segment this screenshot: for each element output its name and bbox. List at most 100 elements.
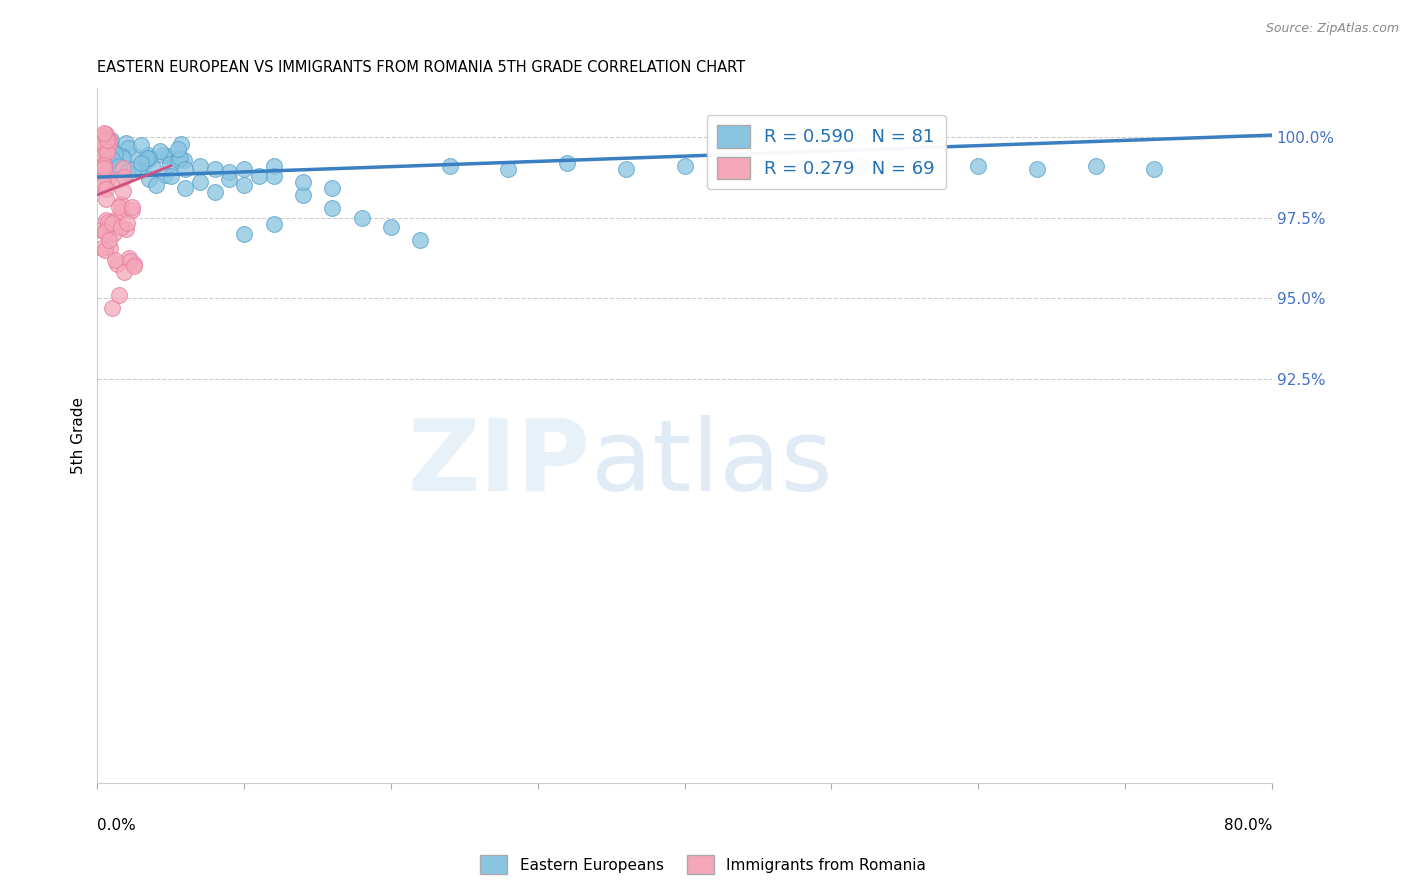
Point <box>148 145 170 159</box>
Text: 0.0%: 0.0% <box>97 818 136 833</box>
Point <box>107 173 129 187</box>
Point <box>145 178 167 193</box>
Point <box>1143 162 1166 177</box>
Point <box>115 221 138 235</box>
Point <box>104 146 127 161</box>
Point <box>159 169 181 183</box>
Point <box>89 153 111 167</box>
Point <box>218 165 240 179</box>
Point <box>118 254 141 268</box>
Point <box>110 197 132 211</box>
Point <box>159 157 181 171</box>
Point <box>117 141 139 155</box>
Point <box>138 171 160 186</box>
Point <box>291 188 314 202</box>
Point <box>115 165 138 179</box>
Point <box>409 233 432 247</box>
Point <box>91 154 114 169</box>
Point <box>98 242 121 256</box>
Point <box>87 176 110 190</box>
Point <box>152 148 174 162</box>
Point <box>321 201 343 215</box>
Point <box>101 216 124 230</box>
Point <box>89 133 111 147</box>
Point <box>967 159 990 173</box>
Point <box>439 159 461 173</box>
Point <box>94 136 117 150</box>
Point <box>614 162 637 177</box>
Point <box>108 288 131 302</box>
Text: ZIP: ZIP <box>408 415 591 512</box>
Point <box>90 223 112 237</box>
Point <box>93 163 115 178</box>
Point <box>247 169 270 183</box>
Point <box>204 162 226 177</box>
Point <box>174 162 197 177</box>
Point <box>138 151 160 165</box>
Point <box>96 182 118 196</box>
Point <box>93 158 115 172</box>
Point <box>112 170 135 185</box>
Point <box>112 151 135 165</box>
Point <box>91 241 114 255</box>
Point <box>169 151 191 165</box>
Point <box>188 175 211 189</box>
Point <box>263 169 285 183</box>
Point <box>96 213 118 227</box>
Point <box>93 127 115 141</box>
Point <box>96 214 118 228</box>
Point <box>291 175 314 189</box>
Point <box>111 149 134 163</box>
Text: EASTERN EUROPEAN VS IMMIGRANTS FROM ROMANIA 5TH GRADE CORRELATION CHART: EASTERN EUROPEAN VS IMMIGRANTS FROM ROMA… <box>97 60 745 75</box>
Point <box>263 159 285 173</box>
Point <box>142 161 165 175</box>
Point <box>90 134 112 148</box>
Point <box>104 252 127 267</box>
Point <box>167 153 190 167</box>
Point <box>87 153 110 167</box>
Point <box>131 155 153 169</box>
Point <box>93 161 115 176</box>
Point <box>91 142 114 156</box>
Point <box>94 127 117 141</box>
Point <box>90 152 112 166</box>
Point <box>93 243 115 257</box>
Point <box>263 217 285 231</box>
Point <box>233 227 256 241</box>
Point <box>98 233 121 247</box>
Point <box>188 159 211 173</box>
Point <box>673 159 696 173</box>
Point <box>94 224 117 238</box>
Point <box>96 145 118 159</box>
Point <box>233 178 256 193</box>
Point <box>115 215 138 229</box>
Point <box>96 145 118 160</box>
Point <box>110 219 132 234</box>
Point <box>90 130 112 145</box>
Point <box>93 138 115 153</box>
Point <box>1084 159 1107 173</box>
Point <box>350 211 373 225</box>
Y-axis label: 5th Grade: 5th Grade <box>72 397 86 475</box>
Point <box>115 136 138 151</box>
Point <box>117 251 139 265</box>
Point <box>105 257 128 271</box>
Point <box>108 200 131 214</box>
Point <box>110 203 132 218</box>
Point <box>96 130 118 145</box>
Point <box>112 184 135 198</box>
Point <box>111 161 134 176</box>
Point <box>849 159 872 173</box>
Point <box>233 162 256 177</box>
Point <box>90 155 112 169</box>
Point <box>321 181 343 195</box>
Point <box>94 141 117 155</box>
Point <box>122 257 145 271</box>
Point <box>112 265 135 279</box>
Point <box>155 169 177 183</box>
Point <box>94 225 117 239</box>
Point <box>121 202 143 217</box>
Point <box>555 155 578 169</box>
Legend: Eastern Europeans, Immigrants from Romania: Eastern Europeans, Immigrants from Roman… <box>474 849 932 880</box>
Point <box>167 142 190 156</box>
